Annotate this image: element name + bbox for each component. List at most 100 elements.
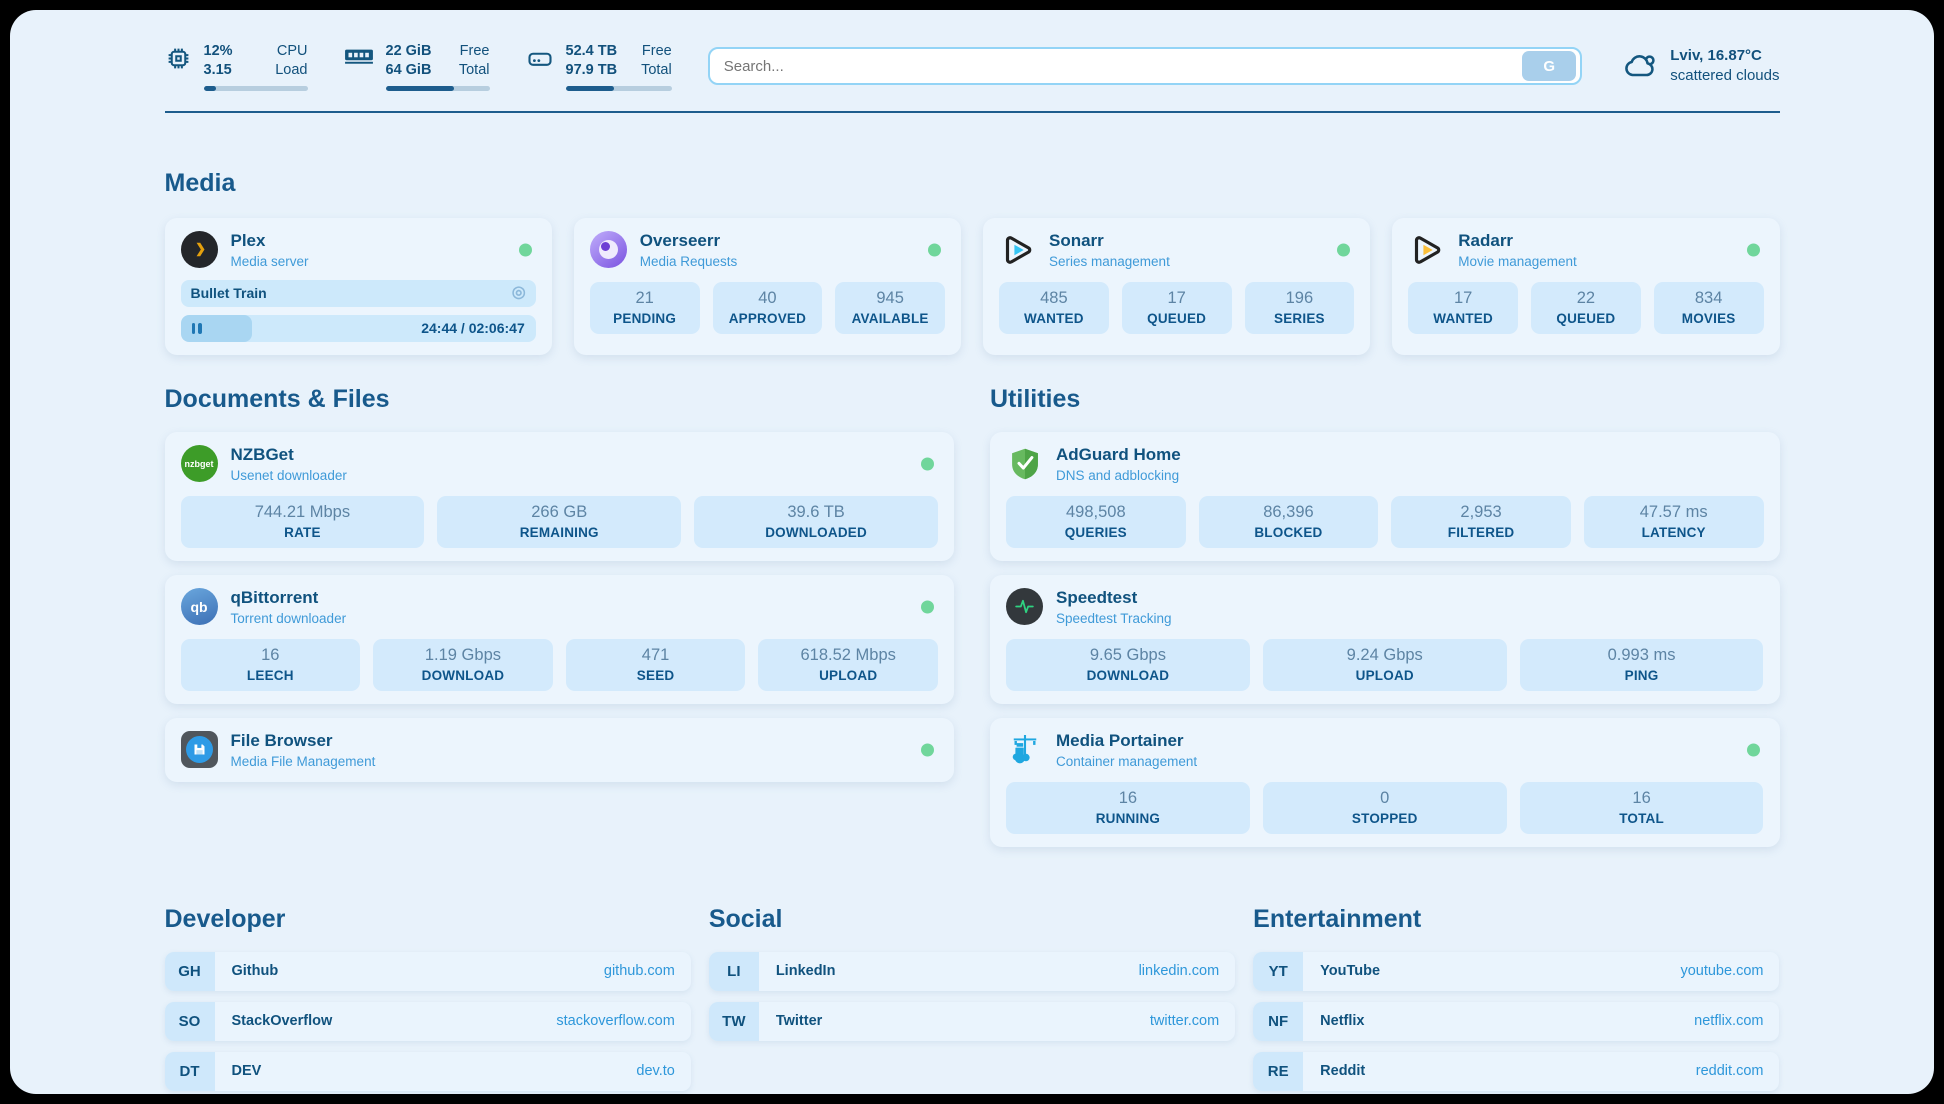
stat-value: 945 xyxy=(876,288,904,307)
stat-value: 1.19 Gbps xyxy=(424,645,501,664)
section-title-media: Media xyxy=(164,168,236,197)
stat-value: 196 xyxy=(1285,288,1314,307)
stat-label: RATE xyxy=(284,524,321,540)
stat-box: 40 APPROVED xyxy=(712,281,823,334)
status-dot xyxy=(921,743,934,757)
bookmark-url[interactable]: netflix.com xyxy=(1694,1013,1764,1030)
status-dot xyxy=(928,243,941,257)
bookmark-name: Twitter xyxy=(775,1013,823,1030)
cpu-progress-bar xyxy=(203,85,308,91)
bookmark-badge: DT xyxy=(164,1051,215,1091)
bookmark-url[interactable]: twitter.com xyxy=(1149,1013,1220,1030)
plex-progress-fill xyxy=(180,314,252,342)
stat-label: MOVIES xyxy=(1681,310,1736,326)
app-card-radarr[interactable]: Radarr Movie management 17 WANTED 22 QUE… xyxy=(1392,217,1780,355)
app-card-sonarr[interactable]: Sonarr Series management 485 WANTED 17 Q… xyxy=(983,217,1371,355)
app-card-adguard[interactable]: AdGuard Home DNS and adblocking 498,508 … xyxy=(990,431,1780,561)
app-card-portainer[interactable]: Media Portainer Container management 16 … xyxy=(990,717,1780,847)
memory-free-value: 22 GiB xyxy=(385,43,432,59)
media-grid: Plex Media server Bullet Train ◎ 24:44 /… xyxy=(164,217,1780,355)
stat-box: 498,508 QUERIES xyxy=(1006,495,1186,548)
disk-free-label: Free xyxy=(641,43,672,59)
stat-label: QUEUED xyxy=(1147,310,1207,326)
bookmark-badge: LI xyxy=(708,951,759,991)
session-icon[interactable]: ◎ xyxy=(511,284,526,302)
bookmark-name: YouTube xyxy=(1320,963,1381,980)
bookmark-stackoverflow[interactable]: SO StackOverflow stackoverflow.com xyxy=(164,1001,691,1041)
app-description: Movie management xyxy=(1458,253,1577,269)
stat-label: FILTERED xyxy=(1447,524,1515,540)
bookmark-url[interactable]: github.com xyxy=(603,963,675,980)
adguard-icon xyxy=(1006,445,1043,482)
top-bar: 12% 3.15 CPU Load xyxy=(165,42,1780,91)
app-description: Usenet downloader xyxy=(230,467,347,483)
section-title-developer: Developer xyxy=(164,904,286,933)
bookmark-badge: GH xyxy=(164,951,215,991)
stat-label: LATENCY xyxy=(1641,524,1706,540)
weather-widget: Lviv, 16.87°C scattered clouds xyxy=(1622,46,1780,87)
app-description: Speedtest Tracking xyxy=(1056,610,1172,626)
stat-box: 471 SEED xyxy=(565,638,746,691)
documents-column: nzbget NZBGet Usenet downloader 744.21 M… xyxy=(164,431,954,847)
bookmark-netflix[interactable]: NF Netflix netflix.com xyxy=(1253,1001,1780,1041)
app-name: AdGuard Home xyxy=(1056,444,1181,464)
stat-label: PING xyxy=(1624,667,1659,683)
stat-label: QUEUED xyxy=(1556,310,1616,326)
memory-progress-bar xyxy=(385,85,490,91)
developer-section: Developer GH Github github.com SO StackO… xyxy=(164,904,691,1094)
stat-label: UPLOAD xyxy=(1355,667,1414,683)
stat-box: 16 LEECH xyxy=(180,638,361,691)
stat-box: 9.65 Gbps DOWNLOAD xyxy=(1006,638,1250,691)
disk-stat: 52.4 TB 97.9 TB Free Total xyxy=(526,42,672,91)
bookmark-url[interactable]: dev.to xyxy=(636,1063,675,1080)
app-card-filebrowser[interactable]: File Browser Media File Management xyxy=(164,717,954,782)
social-section: Social LI LinkedIn linkedin.com TW Twitt… xyxy=(708,905,1236,1094)
stat-box: 16 TOTAL xyxy=(1519,781,1764,834)
stat-value: 0 xyxy=(1380,788,1390,807)
portainer-icon xyxy=(1006,731,1043,768)
plex-progress-row: 24:44 / 02:06:47 xyxy=(180,314,536,342)
bookmark-github[interactable]: GH Github github.com xyxy=(164,951,691,991)
bookmark-linkedin[interactable]: LI LinkedIn linkedin.com xyxy=(708,951,1236,991)
stat-label: AVAILABLE xyxy=(851,310,929,326)
bookmark-name: LinkedIn xyxy=(775,963,836,980)
app-name: Sonarr xyxy=(1049,230,1104,250)
app-name: Speedtest xyxy=(1056,587,1138,607)
sonarr-icon xyxy=(999,231,1036,268)
cpu-label: CPU xyxy=(276,43,308,59)
app-name: Radarr xyxy=(1458,230,1514,250)
status-dot xyxy=(921,600,934,614)
disk-total-value: 97.9 TB xyxy=(565,61,618,78)
bookmark-youtube[interactable]: YT YouTube youtube.com xyxy=(1253,951,1780,991)
cpu-load-value: 3.15 xyxy=(203,61,232,78)
app-card-overseerr[interactable]: Overseerr Media Requests 21 PENDING 40 A… xyxy=(573,217,961,355)
search-input[interactable] xyxy=(723,57,1523,75)
pause-icon[interactable] xyxy=(191,322,202,334)
app-card-speedtest[interactable]: Speedtest Speedtest Tracking 9.65 Gbps D… xyxy=(990,574,1780,704)
app-card-nzbget[interactable]: nzbget NZBGet Usenet downloader 744.21 M… xyxy=(164,431,954,561)
app-name: Overseerr xyxy=(639,230,721,250)
stat-label: WANTED xyxy=(1433,310,1493,326)
stat-box: 9.24 Gbps UPLOAD xyxy=(1262,638,1507,691)
plex-icon xyxy=(180,231,218,269)
plex-now-playing-row[interactable]: Bullet Train ◎ xyxy=(180,279,536,307)
nzbget-icon: nzbget xyxy=(180,445,218,483)
bookmark-url[interactable]: linkedin.com xyxy=(1138,963,1220,980)
bookmark-url[interactable]: stackoverflow.com xyxy=(556,1013,675,1030)
app-card-plex[interactable]: Plex Media server Bullet Train ◎ 24:44 /… xyxy=(164,217,552,355)
entertainment-section: Entertainment YT YouTube youtube.com NF … xyxy=(1253,905,1780,1094)
bookmark-url[interactable]: reddit.com xyxy=(1695,1063,1764,1080)
app-card-qbittorrent[interactable]: qb qBittorrent Torrent downloader 16 LEE… xyxy=(164,574,954,704)
bookmark-dev[interactable]: DT DEV dev.to xyxy=(164,1051,691,1091)
status-dot xyxy=(1746,743,1760,757)
status-dot xyxy=(1746,243,1760,257)
stat-box: 2,953 FILTERED xyxy=(1391,495,1571,548)
status-dot xyxy=(921,457,934,471)
search-engine-button[interactable]: G xyxy=(1522,51,1577,82)
section-title-documents: Documents & Files xyxy=(164,384,390,413)
bookmark-url[interactable]: youtube.com xyxy=(1680,963,1764,980)
bookmark-twitter[interactable]: TW Twitter twitter.com xyxy=(708,1001,1236,1041)
bookmark-reddit[interactable]: RE Reddit reddit.com xyxy=(1253,1051,1780,1091)
memory-total-value: 64 GiB xyxy=(385,61,432,78)
cpu-load-label: Load xyxy=(275,61,308,78)
